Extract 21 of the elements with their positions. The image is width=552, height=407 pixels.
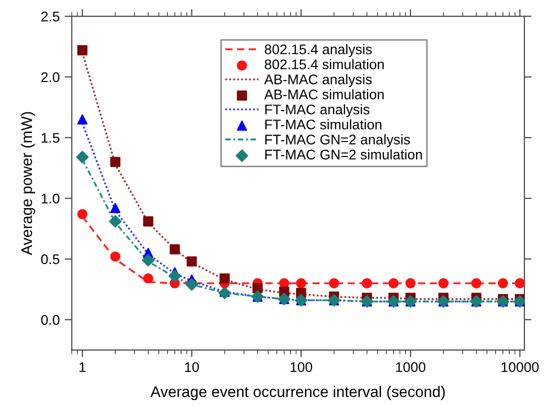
y-axis-title: Average power (mW)	[20, 112, 36, 256]
legend-label: FT-MAC GN=2 analysis	[265, 134, 410, 148]
x-tick-label: 1000	[396, 362, 426, 372]
legend-label: FT-MAC analysis	[265, 104, 370, 118]
legend-label: 802.15.4 analysis	[264, 44, 372, 58]
y-tick-label: 1.5	[42, 133, 60, 143]
x-tick-label: 10	[185, 362, 199, 372]
y-tick-label: 2.0	[41, 72, 60, 82]
legend-label: 802.15.4 simulation	[264, 59, 384, 70]
legend-label: AB-MAC analysis	[264, 74, 372, 88]
legend-label: FT-MAC simulation	[265, 119, 382, 130]
y-tick-label: 1.0	[42, 194, 60, 204]
y-tick-label: 2.5	[41, 12, 60, 22]
y-tick-label: 0.5	[41, 254, 60, 264]
x-tick-label: 1	[80, 362, 86, 372]
x-tick-label: 10000	[502, 362, 539, 372]
x-tick-label: 100	[290, 362, 312, 372]
y-tick-label: 0.0	[41, 315, 60, 325]
x-axis-title: Average event occurrence interval (second)	[150, 386, 445, 400]
legend-label: AB-MAC simulation	[264, 89, 384, 100]
legend-label: FT-MAC GN=2 simulation	[265, 149, 422, 160]
